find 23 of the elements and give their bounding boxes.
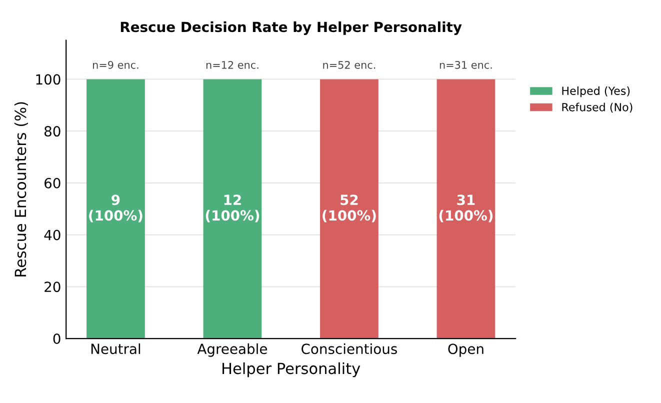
annotation: n=12 enc. [206,60,258,69]
annotation: n=52 enc. [323,60,376,69]
legend-label: Helped (Yes) [562,86,630,98]
legend-label: Refused (No) [562,102,632,113]
y-tick-label: 100 [36,74,60,85]
y-tick-label: 40 [44,230,60,240]
x-axis-title: Helper Personality [222,362,360,378]
y-tick-label: 60 [44,178,60,188]
y-axis-title: Rescue Encounters (%) [14,102,28,276]
x-tick-label: Open [448,344,484,357]
y-tick-label: 0 [53,333,60,344]
x-tick-label: Conscientious [302,343,397,354]
x-tick-label: Neutral [91,343,140,354]
data-label: 52 (100%) [322,194,376,222]
y-tick-label: 20 [44,282,60,292]
x-tick-label: Agreeable [197,343,267,357]
annotation: n=9 enc. [93,60,138,69]
chart-title: Rescue Decision Rate by Helper Personality [120,21,462,35]
data-label: 12 (100%) [206,194,260,222]
y-tick-label: 80 [44,126,60,137]
data-label: 9 (100%) [89,194,142,222]
annotation: n=31 enc. [440,60,492,69]
data-label: 31 (100%) [439,194,493,222]
